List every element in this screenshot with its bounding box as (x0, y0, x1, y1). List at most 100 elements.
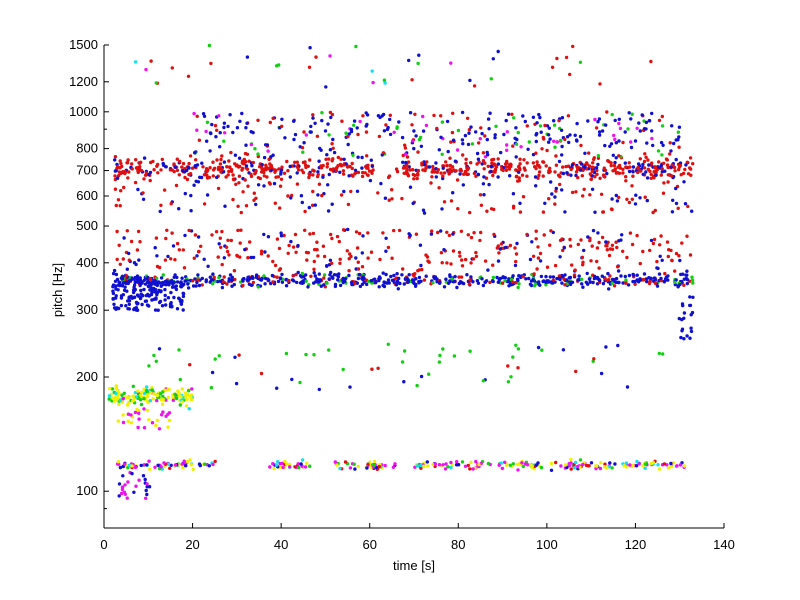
data-point (300, 146, 305, 150)
data-point (442, 285, 447, 289)
data-point (248, 240, 252, 244)
data-point (500, 466, 505, 471)
data-point (275, 386, 279, 390)
data-point (414, 134, 418, 138)
data-point (570, 163, 575, 167)
data-point (568, 133, 572, 137)
data-point (377, 464, 382, 469)
data-point (593, 210, 597, 214)
data-point (162, 188, 167, 192)
data-point (251, 255, 256, 260)
data-point (164, 283, 168, 287)
data-point (400, 360, 405, 364)
data-point (139, 402, 144, 407)
data-point (175, 396, 179, 401)
data-point (666, 254, 670, 259)
data-point (180, 387, 184, 391)
data-point (142, 426, 147, 430)
data-point (669, 149, 673, 153)
data-point (596, 162, 600, 167)
data-point (669, 465, 674, 469)
data-point (451, 249, 456, 253)
data-point (369, 250, 374, 254)
data-point (293, 465, 297, 469)
data-point (449, 199, 454, 203)
data-point (420, 267, 424, 272)
data-point (213, 459, 217, 464)
data-point (580, 282, 584, 286)
data-point (233, 153, 238, 157)
data-point (448, 279, 452, 283)
data-point (518, 210, 523, 214)
data-point (154, 81, 158, 85)
data-point (421, 208, 426, 212)
data-point (451, 111, 455, 116)
data-point (220, 229, 224, 234)
data-point (197, 249, 201, 254)
data-point (118, 465, 123, 470)
data-point (309, 274, 313, 278)
data-point (538, 251, 543, 256)
data-point (463, 133, 468, 138)
data-point (181, 248, 185, 252)
data-point (655, 259, 659, 264)
data-point (354, 230, 359, 234)
data-point (566, 114, 571, 118)
data-point (506, 112, 511, 116)
data-point (522, 166, 526, 170)
data-point (689, 329, 694, 334)
data-point (469, 161, 473, 165)
data-point (196, 235, 201, 239)
data-point (348, 164, 352, 169)
data-point (649, 172, 653, 177)
data-point (285, 462, 289, 466)
data-point (690, 278, 695, 282)
data-point (226, 173, 230, 177)
data-point (591, 165, 595, 169)
data-point (208, 131, 213, 135)
data-point (546, 133, 551, 137)
data-point (611, 278, 616, 282)
data-point (605, 110, 609, 114)
data-point (136, 169, 140, 173)
data-point (369, 279, 373, 283)
data-point (627, 169, 632, 174)
data-point (488, 280, 492, 285)
data-point (657, 118, 662, 123)
data-point (292, 119, 296, 123)
y-tick-label: 500 (76, 218, 98, 233)
data-point (260, 277, 264, 281)
data-point (433, 462, 438, 466)
data-point (581, 260, 585, 264)
data-point (651, 210, 655, 215)
data-point (250, 275, 254, 279)
data-point (674, 251, 679, 256)
data-point (665, 163, 670, 167)
data-point (352, 119, 357, 123)
data-point (313, 121, 317, 126)
data-point (384, 123, 388, 127)
data-point (221, 280, 225, 284)
data-point (223, 131, 227, 135)
data-point (238, 119, 242, 124)
data-point (486, 268, 490, 272)
data-point (372, 459, 377, 464)
data-point (115, 257, 119, 262)
data-point (279, 231, 283, 235)
data-point (537, 170, 542, 174)
data-point (650, 136, 654, 141)
data-point (121, 420, 126, 425)
data-point (653, 169, 657, 173)
data-point (356, 170, 361, 175)
data-point (201, 165, 205, 169)
data-point (673, 269, 677, 273)
data-point (505, 161, 509, 165)
data-point (161, 410, 165, 414)
data-point (595, 275, 600, 280)
data-point (610, 197, 614, 201)
data-point (211, 174, 215, 178)
data-point (139, 288, 143, 293)
data-point (494, 124, 498, 128)
data-point (208, 275, 212, 279)
data-point (308, 464, 312, 468)
